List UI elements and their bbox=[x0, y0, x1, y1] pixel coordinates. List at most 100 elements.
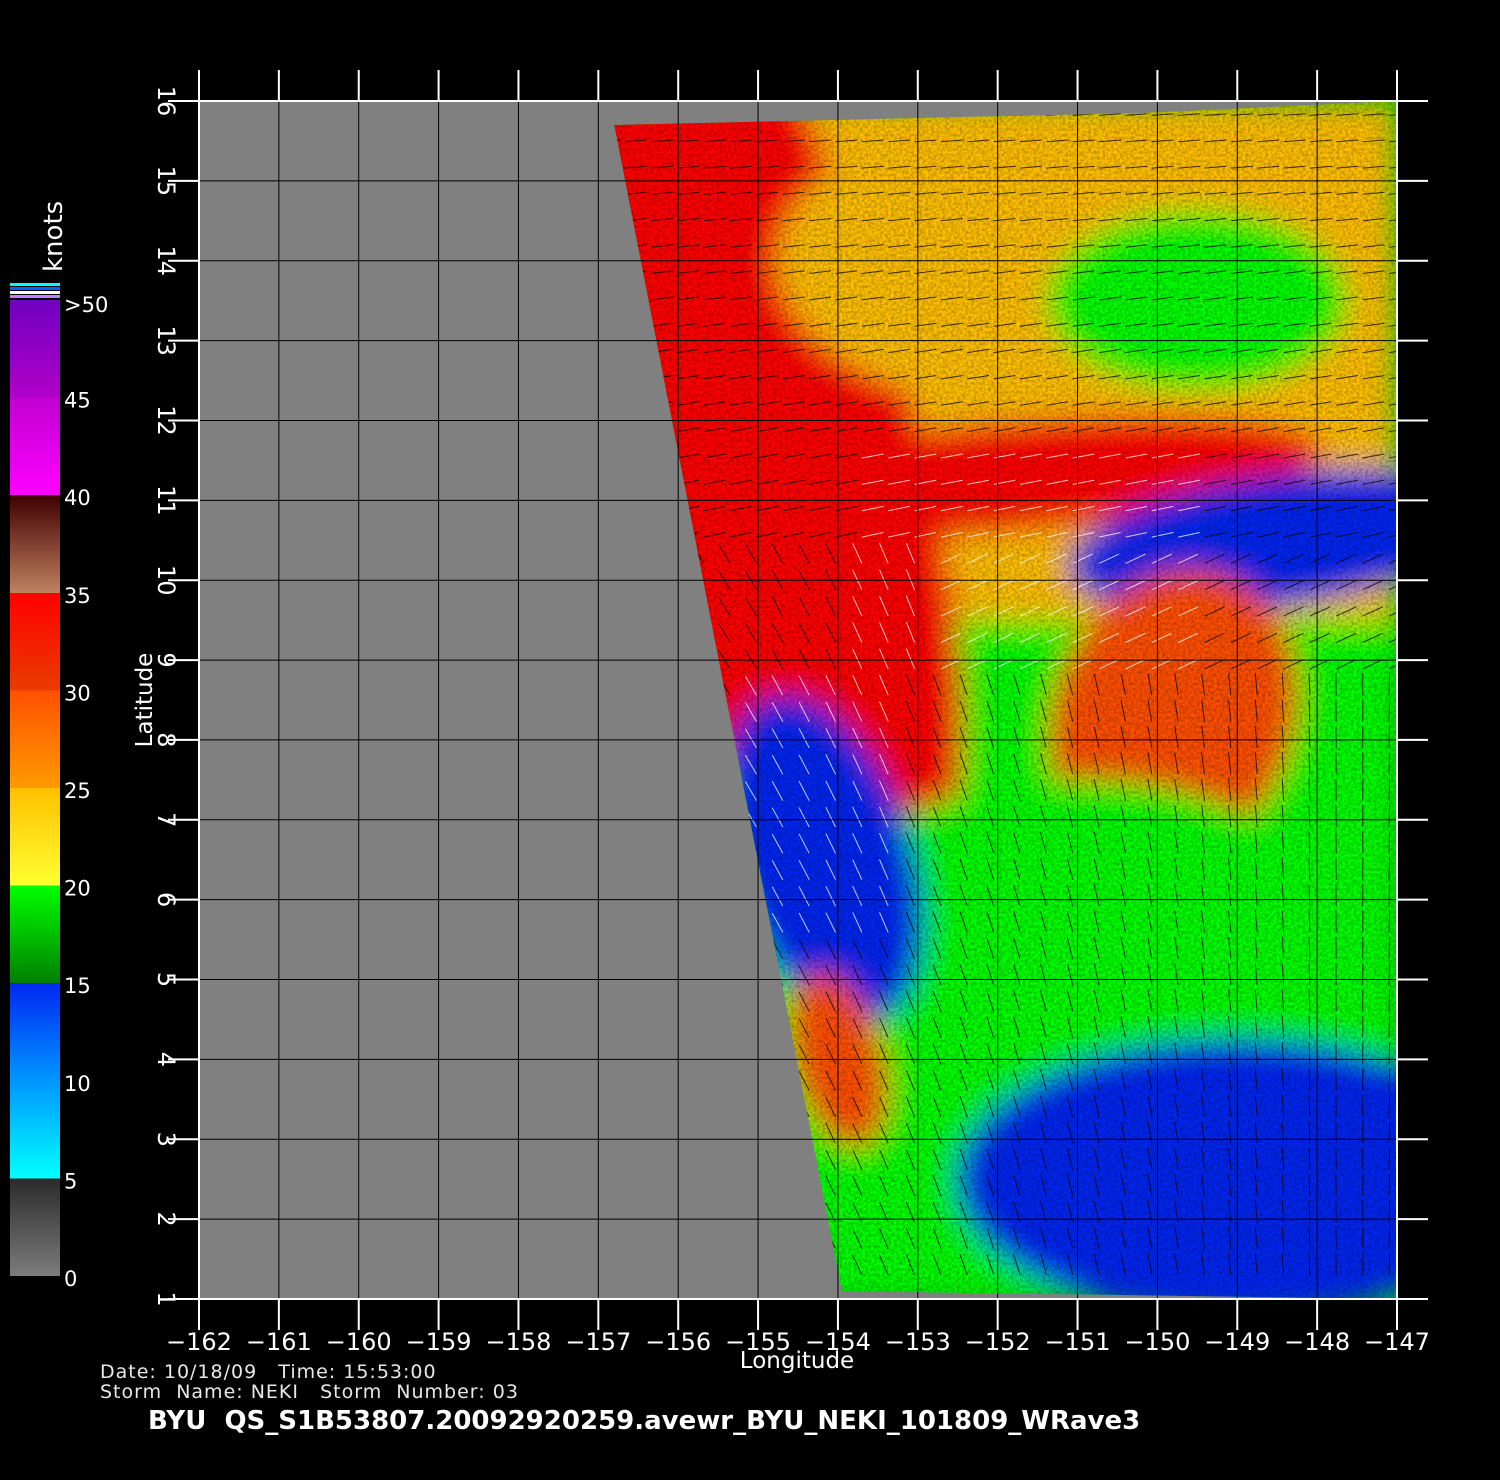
wind-vector bbox=[1281, 1226, 1285, 1249]
wind-vector bbox=[932, 753, 942, 775]
wind-vector bbox=[1098, 659, 1120, 670]
wind-vector bbox=[835, 348, 858, 354]
wind-vector bbox=[1283, 218, 1306, 222]
wind-vector bbox=[1040, 805, 1047, 828]
wind-vector bbox=[888, 165, 911, 169]
wind-vector bbox=[1283, 322, 1306, 327]
wind-vector bbox=[1362, 270, 1385, 274]
wind-vector bbox=[1099, 218, 1122, 222]
wind-vector bbox=[703, 427, 726, 433]
wind-vector bbox=[1072, 632, 1093, 643]
wind-vector bbox=[1147, 963, 1153, 986]
colorbar: knots >50 45 40 35 30 25 20 15 10 5 0 bbox=[10, 201, 108, 1291]
wind-vector bbox=[1040, 1148, 1047, 1170]
wind-vector bbox=[1388, 348, 1397, 354]
wind-vector bbox=[932, 885, 942, 907]
wind-vector bbox=[1178, 401, 1200, 406]
wind-vector bbox=[1040, 832, 1047, 854]
wind-vector bbox=[861, 427, 884, 433]
wind-vector bbox=[1013, 726, 1021, 749]
wind-vector bbox=[1019, 401, 1042, 406]
wind-vector bbox=[1072, 553, 1093, 564]
wind-vector bbox=[1228, 1147, 1232, 1170]
wind-vector bbox=[1257, 244, 1280, 248]
wind-vector bbox=[1388, 725, 1391, 748]
wind-vector bbox=[1257, 218, 1280, 222]
wind-vector bbox=[809, 165, 832, 169]
wind-vector bbox=[677, 401, 700, 406]
wind-vector bbox=[1147, 1068, 1153, 1091]
longitude-tick-label: −148 bbox=[1284, 1328, 1350, 1356]
wind-vector bbox=[888, 348, 911, 354]
wind-vector bbox=[809, 401, 831, 406]
wind-vector bbox=[1151, 244, 1174, 248]
longitude-tick-label: −147 bbox=[1364, 1328, 1430, 1356]
wind-vector bbox=[1013, 1227, 1021, 1249]
wind-vector bbox=[1283, 113, 1306, 116]
wind-vector bbox=[1257, 191, 1280, 195]
wind-vector bbox=[1072, 505, 1095, 512]
wind-vector bbox=[1147, 673, 1153, 696]
wind-vector bbox=[825, 622, 836, 643]
wind-vector bbox=[879, 543, 889, 564]
wind-vector bbox=[809, 296, 832, 301]
wind-vector bbox=[1309, 139, 1332, 143]
wind-vector bbox=[1099, 453, 1121, 459]
wind-vector bbox=[835, 532, 858, 538]
wind-vector bbox=[1388, 804, 1391, 828]
wind-vector bbox=[1013, 1016, 1021, 1038]
wind-vector bbox=[703, 348, 726, 354]
wind-vector bbox=[809, 505, 831, 512]
wind-vector bbox=[730, 505, 752, 512]
wind-vector bbox=[798, 833, 810, 854]
wind-vector bbox=[905, 569, 916, 590]
wind-vector bbox=[959, 1254, 968, 1276]
wind-vector bbox=[798, 701, 810, 722]
wind-vector bbox=[1281, 1094, 1285, 1117]
wind-vector bbox=[1019, 322, 1042, 327]
wind-vector bbox=[744, 781, 757, 801]
wind-vector bbox=[1201, 752, 1205, 775]
wind-vector bbox=[1336, 296, 1359, 301]
wind-vector bbox=[1046, 270, 1069, 274]
wind-vector bbox=[718, 544, 731, 564]
wind-vector bbox=[1230, 322, 1253, 327]
wind-vector bbox=[1362, 427, 1385, 433]
wind-vector bbox=[1309, 191, 1332, 195]
wind-vector bbox=[1147, 726, 1153, 748]
wind-vector bbox=[771, 649, 784, 670]
wind-vector bbox=[1147, 805, 1153, 828]
colorbar-top-strip-band bbox=[10, 295, 60, 298]
wind-vector bbox=[861, 375, 884, 380]
wind-vector bbox=[1228, 1226, 1232, 1249]
wind-vector bbox=[1151, 427, 1174, 433]
wind-vector bbox=[1257, 348, 1280, 354]
wind-vector bbox=[1093, 752, 1100, 775]
wind-vector bbox=[1281, 1068, 1285, 1091]
wind-vector bbox=[1283, 553, 1304, 564]
wind-vector bbox=[1147, 910, 1153, 933]
wind-vector bbox=[861, 270, 884, 274]
wind-vector bbox=[1178, 375, 1200, 380]
colorbar-tick-label: 35 bbox=[64, 584, 91, 608]
wind-vector bbox=[1336, 375, 1359, 380]
wind-vector bbox=[1204, 270, 1227, 274]
wind-vector bbox=[1204, 113, 1227, 116]
wind-vector bbox=[1204, 322, 1227, 327]
wind-vector bbox=[1230, 113, 1253, 116]
wind-vector bbox=[798, 1070, 810, 1091]
wind-vector bbox=[650, 165, 674, 169]
wind-vector bbox=[1151, 580, 1172, 591]
colorbar-tick-label: 45 bbox=[64, 389, 91, 413]
wind-vector bbox=[879, 701, 889, 722]
wind-vector bbox=[1093, 1253, 1100, 1276]
wind-vector bbox=[993, 632, 1014, 643]
wind-vector bbox=[1281, 936, 1285, 959]
wind-vector bbox=[932, 1043, 942, 1065]
wind-vector bbox=[1281, 1173, 1285, 1197]
wind-vector bbox=[756, 296, 779, 301]
wind-vector bbox=[677, 375, 700, 380]
wind-vector bbox=[771, 781, 784, 801]
colorbar-tick-label: 20 bbox=[64, 877, 91, 901]
wind-vector bbox=[1281, 857, 1285, 880]
